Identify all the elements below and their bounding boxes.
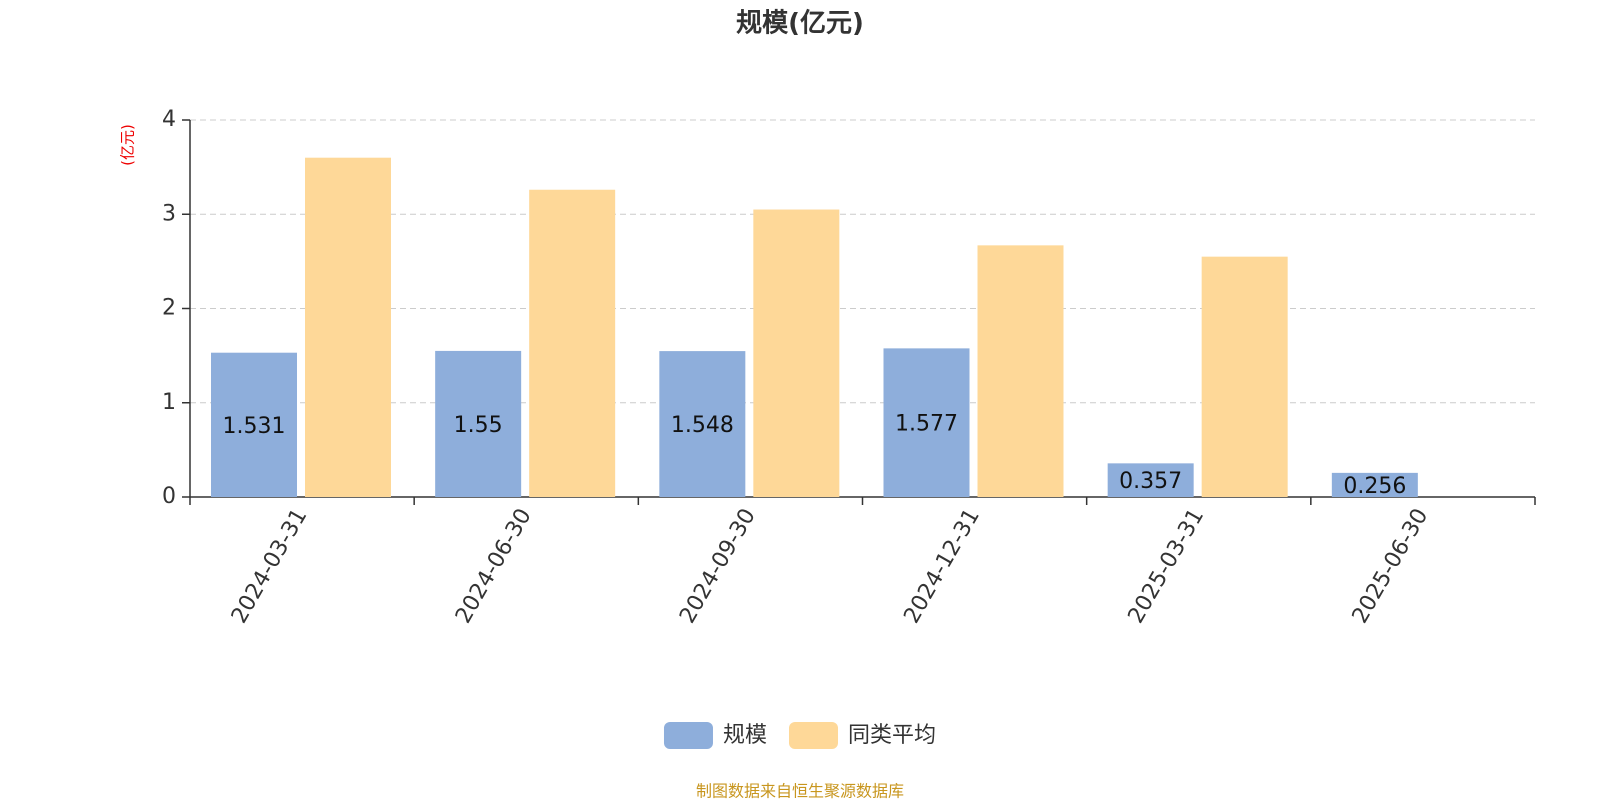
- bar: [883, 348, 970, 497]
- x-tick-label: 2024-09-30: [675, 505, 761, 628]
- source-note: 制图数据来自恒生聚源数据库: [696, 782, 904, 801]
- bar: [1107, 463, 1194, 497]
- x-tick-label: 2024-03-31: [227, 505, 313, 628]
- bar: [977, 245, 1064, 497]
- value-label: 1.548: [671, 413, 734, 438]
- x-tick-label: 2025-06-30: [1348, 505, 1434, 628]
- y-tick-label: 1: [162, 390, 176, 415]
- y-tick-label: 2: [162, 296, 176, 321]
- bar: [435, 350, 522, 497]
- bar: [305, 157, 391, 497]
- chart-title: 规模(亿元): [736, 9, 864, 39]
- bar: [753, 209, 840, 497]
- legend-swatch: [663, 722, 713, 749]
- legend: 规模 同类平均: [663, 722, 936, 749]
- value-label: 0.357: [1119, 469, 1182, 494]
- x-tick-label: 2024-12-31: [899, 505, 985, 628]
- y-tick-label: 0: [162, 484, 176, 509]
- legend-swatch: [789, 722, 838, 749]
- y-unit-label: (亿元): [119, 124, 137, 166]
- value-label: 1.531: [223, 414, 286, 439]
- x-tick-label: 2025-03-31: [1124, 505, 1210, 628]
- bar: [659, 351, 746, 497]
- bar: [1201, 256, 1288, 497]
- value-label: 1.55: [454, 413, 503, 438]
- bar: [1331, 472, 1418, 497]
- legend-label: 同类平均: [848, 723, 936, 748]
- bar: [211, 352, 297, 497]
- y-tick-label: 4: [162, 107, 176, 132]
- value-label: 1.577: [895, 412, 958, 437]
- value-label: 0.256: [1343, 474, 1406, 499]
- legend-label: 规模: [723, 723, 767, 748]
- x-tick-label: 2024-06-30: [451, 505, 537, 628]
- bar: [529, 189, 616, 497]
- y-tick-label: 3: [162, 201, 176, 226]
